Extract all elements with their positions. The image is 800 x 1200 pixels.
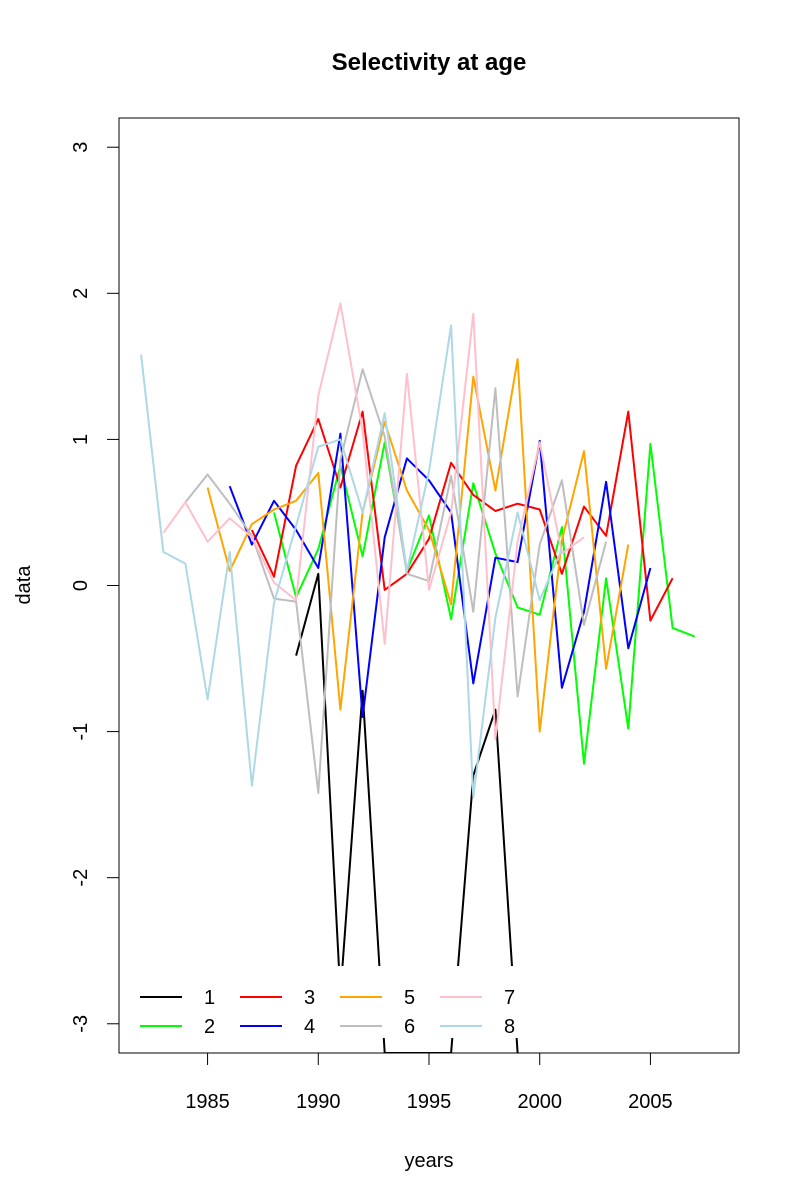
legend-label-6: 6 <box>404 1016 415 1038</box>
series-line-8 <box>140 324 563 799</box>
series-line-5 <box>206 358 630 733</box>
series-line-4 <box>228 432 652 718</box>
x-axis: 1985 1990 1995 2000 2005 <box>185 1052 673 1113</box>
series-line-3 <box>250 410 674 622</box>
legend-label-1: 1 <box>204 987 215 1009</box>
legend-label-8: 8 <box>504 1016 515 1038</box>
y-tick-label: -2 <box>70 869 92 887</box>
y-axis: -3 -2 -1 0 1 2 3 <box>70 142 120 1033</box>
x-tick-label: 1985 <box>185 1091 230 1113</box>
y-tick-label: 2 <box>70 288 92 299</box>
legend-label-4: 4 <box>304 1016 315 1038</box>
y-tick-label: 3 <box>70 142 92 153</box>
y-tick-label: -1 <box>70 723 92 741</box>
legend-box <box>120 966 540 1038</box>
y-axis-label: data <box>13 565 35 605</box>
x-tick-label: 2000 <box>517 1091 562 1113</box>
chart-title: Selectivity at age <box>332 49 527 76</box>
legend-label-2: 2 <box>204 1016 215 1038</box>
x-tick-label: 2005 <box>628 1091 673 1113</box>
series-line-7 <box>162 302 585 740</box>
legend-label-5: 5 <box>404 987 415 1009</box>
series-line-1 <box>295 572 519 1053</box>
y-tick-label: -3 <box>70 1015 92 1033</box>
x-axis-label: years <box>405 1150 454 1172</box>
series-lines <box>140 302 696 1053</box>
y-tick-label: 1 <box>70 434 92 445</box>
x-tick-label: 1995 <box>407 1091 452 1113</box>
legend-label-7: 7 <box>504 987 515 1009</box>
x-tick-label: 1990 <box>296 1091 341 1113</box>
legend-label-3: 3 <box>304 987 315 1009</box>
y-tick-label: 0 <box>70 580 92 591</box>
legend: 1 2 3 4 5 6 7 8 <box>120 966 540 1038</box>
